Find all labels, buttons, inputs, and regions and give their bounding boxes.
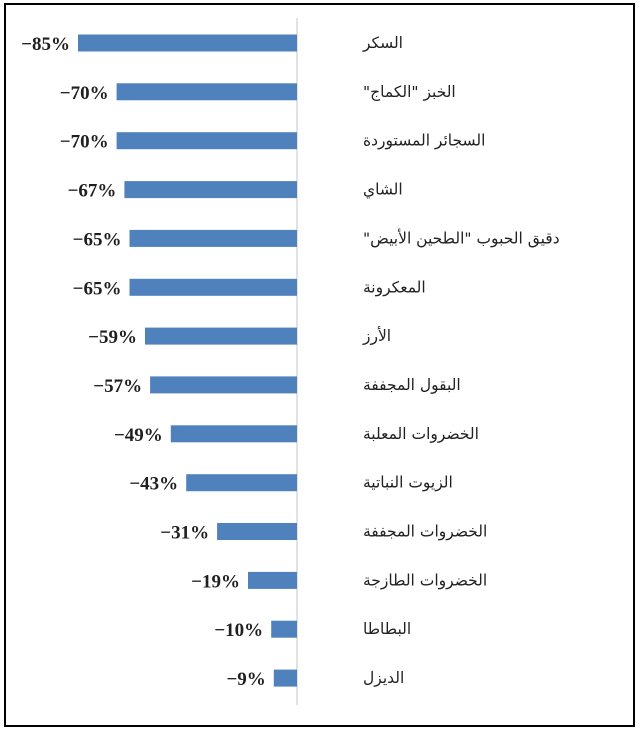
- category-label-2: السجائر المستوردة: [363, 132, 485, 150]
- value-label-5: −65%: [73, 278, 122, 299]
- bar-3: [124, 181, 298, 199]
- category-label-7: البقول المجففة: [363, 376, 461, 394]
- value-label-1: −70%: [60, 83, 109, 104]
- bar-9: [186, 474, 297, 492]
- bar-0: [78, 34, 297, 52]
- value-label-0: −85%: [21, 34, 70, 55]
- value-label-4: −65%: [73, 229, 122, 250]
- category-label-11: الخضروات الطازجة: [363, 571, 487, 590]
- value-label-12: −10%: [214, 620, 263, 641]
- value-label-6: −59%: [88, 327, 137, 348]
- bar-6: [145, 327, 297, 345]
- category-label-6: الأرز: [362, 326, 391, 345]
- value-label-8: −49%: [114, 425, 163, 446]
- bar-12: [271, 620, 297, 638]
- category-label-1: الخبز "الكماج": [363, 83, 456, 102]
- category-label-10: الخضروات المجففة: [363, 523, 487, 542]
- value-label-2: −70%: [60, 132, 109, 153]
- value-label-3: −67%: [68, 181, 117, 202]
- category-label-9: الزيوت النباتية: [363, 474, 453, 492]
- bar-5: [129, 278, 297, 296]
- category-label-8: الخضروات المعلبة: [363, 425, 479, 444]
- value-label-9: −43%: [129, 474, 178, 495]
- value-labels-group: −85% −70% −70% −67% −65% −65% −59% −57% −49% −43%…: [21, 34, 266, 690]
- bar-7: [150, 376, 297, 394]
- value-label-10: −31%: [160, 523, 209, 544]
- bar-13: [273, 669, 297, 687]
- bar-1: [116, 83, 297, 101]
- category-label-3: الشاي: [363, 181, 403, 200]
- chart-frame: [4, 3, 635, 727]
- bar-8: [170, 425, 297, 443]
- category-label-12: البطاطا: [363, 620, 411, 638]
- value-label-11: −19%: [191, 571, 240, 592]
- category-label-5: المعكرونة: [363, 278, 426, 297]
- category-label-13: الديزل: [363, 669, 404, 687]
- category-label-0: السكر: [362, 34, 403, 52]
- value-label-13: −9%: [226, 669, 265, 690]
- bars-group: [78, 34, 298, 687]
- category-label-4: دقيق الحبوب "الطحين الأبيض": [363, 228, 560, 247]
- bar-11: [248, 571, 297, 589]
- bar-4: [129, 229, 297, 247]
- bar-10: [217, 523, 297, 540]
- value-label-7: −57%: [93, 376, 142, 397]
- category-labels-group: السكر الخبز "الكماج" السجائر المستوردة الشا…: [362, 34, 560, 687]
- bar-2: [116, 132, 297, 150]
